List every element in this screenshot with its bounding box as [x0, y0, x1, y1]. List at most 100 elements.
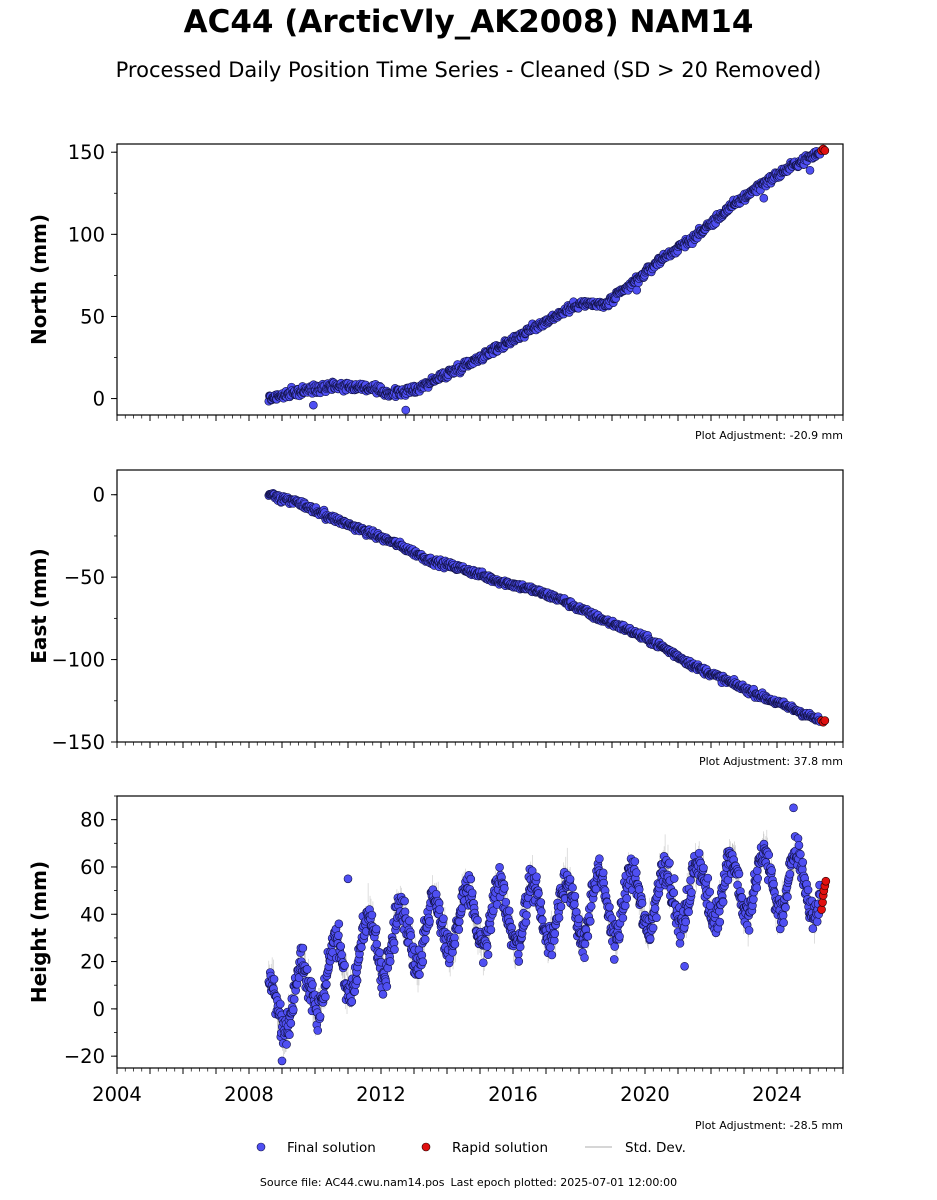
final-solution-point: [778, 911, 788, 920]
final-solution-point: [648, 923, 658, 933]
final-solution-point: [699, 863, 708, 873]
y-tick-label: 80: [80, 809, 105, 832]
final-solution-point: [282, 1040, 291, 1049]
final-solution-point: [483, 950, 493, 960]
final-solution-point: [501, 897, 511, 907]
final-solution-point: [632, 285, 642, 295]
final-solution-point: [570, 891, 580, 901]
final-solution-point: [798, 857, 808, 867]
final-solution-point: [769, 879, 778, 889]
y-tick-label: 100: [68, 223, 105, 246]
plot-adjustment-label: Plot Adjustment: -20.9 mm: [695, 429, 843, 442]
final-solution-point: [467, 888, 477, 898]
final-solution-point: [357, 942, 366, 952]
plot-frame: [116, 143, 844, 416]
panel-3: −20 0 20 40 60 80 2004 2008 2012 2016 2020 2024 Heig…: [27, 795, 844, 1132]
final-solution-point: [454, 917, 464, 926]
final-solution-point: [645, 934, 655, 944]
final-solution-point: [415, 970, 424, 979]
final-solution-point: [337, 950, 347, 960]
final-solution-point: [340, 960, 349, 970]
final-solution-point: [568, 883, 577, 892]
final-solution-point: [435, 905, 444, 914]
final-solution-point: [288, 1005, 298, 1015]
final-solution-point: [794, 840, 804, 850]
final-solution-point: [676, 931, 685, 941]
final-solution-point: [620, 901, 630, 910]
final-solution-point: [334, 931, 343, 940]
panel-1: 0 50 100 150 North (mm) Plot Adjustment: -20.…: [27, 141, 844, 442]
final-solution-point: [478, 958, 488, 968]
x-tick-label: 2012: [356, 1083, 406, 1106]
final-solution-point: [718, 897, 728, 907]
final-solution-point: [585, 916, 595, 926]
final-solution-point: [371, 924, 381, 934]
x-tick-label: 2004: [92, 1083, 142, 1106]
x-tick-label: 2016: [488, 1083, 538, 1106]
data-layer: [264, 803, 831, 1066]
chart-title: AC44 (ArcticVly_AK2008) NAM14: [183, 4, 754, 40]
final-solution-point: [556, 902, 566, 911]
final-solution-point: [618, 913, 628, 923]
final-solution-point: [808, 924, 818, 933]
final-solution-point: [352, 976, 362, 985]
final-solution-point: [367, 910, 377, 920]
final-solution-point: [547, 950, 557, 960]
y-tick-label: 60: [80, 856, 105, 879]
x-tick-label: 2024: [752, 1083, 802, 1106]
final-solution-point: [789, 803, 798, 813]
y-tick-label: 0: [93, 484, 105, 507]
final-solution-point: [322, 980, 331, 989]
legend-std-label: Std. Dev.: [625, 1140, 686, 1156]
final-solution-point: [650, 904, 660, 913]
final-solution-point: [669, 888, 679, 898]
final-solution-point: [420, 935, 430, 944]
source-file-text: Source file: AC44.cwu.nam14.pos: [259, 1176, 445, 1189]
final-solution-point: [302, 964, 312, 974]
final-solution-point: [405, 916, 414, 926]
final-solution-point: [669, 874, 679, 883]
final-solution-point: [805, 165, 815, 175]
final-solution-point: [500, 883, 509, 893]
final-solution-point: [615, 932, 624, 941]
plot-frame: [116, 469, 844, 743]
final-solution-point: [401, 405, 411, 415]
final-solution-point: [753, 874, 763, 883]
final-solution-point: [289, 995, 299, 1004]
final-solution-point: [522, 910, 531, 920]
final-solution-point: [812, 917, 822, 926]
final-solution-point: [752, 883, 762, 893]
final-solution-point: [425, 917, 434, 926]
final-solution-point: [803, 885, 813, 895]
final-solution-point: [537, 907, 546, 916]
final-solution-point: [752, 866, 762, 876]
y-tick-label: 150: [68, 141, 105, 164]
final-solution-point: [382, 982, 392, 991]
final-solution-point: [785, 869, 795, 879]
final-solution-point: [514, 957, 524, 966]
final-solution-point: [515, 942, 525, 952]
final-solution-point: [779, 918, 788, 927]
y-tick-label: 50: [80, 305, 105, 328]
final-solution-point: [269, 974, 279, 984]
final-solution-point: [634, 885, 644, 894]
final-solution-point: [298, 943, 308, 953]
final-solution-point: [466, 874, 476, 884]
final-solution-point: [680, 961, 689, 971]
final-solution-point: [681, 917, 691, 927]
y-tick-label: −150: [51, 731, 105, 754]
y-tick-label: −20: [64, 1045, 105, 1068]
final-solution-point: [605, 902, 614, 912]
final-solution-point: [276, 999, 285, 1009]
y-axis-label: East (mm): [27, 548, 51, 664]
final-solution-point: [783, 892, 792, 902]
rapid-solution-point: [820, 716, 830, 725]
final-solution-point: [406, 931, 416, 940]
final-solution-point: [378, 990, 388, 999]
final-solution-point: [418, 957, 428, 967]
final-solution-point: [796, 849, 805, 859]
final-solution-point: [715, 917, 725, 927]
last-epoch-text: Last epoch plotted: 2025-07-01 12:00:00: [450, 1176, 678, 1189]
final-solution-point: [385, 957, 395, 966]
final-solution-point: [637, 898, 647, 908]
